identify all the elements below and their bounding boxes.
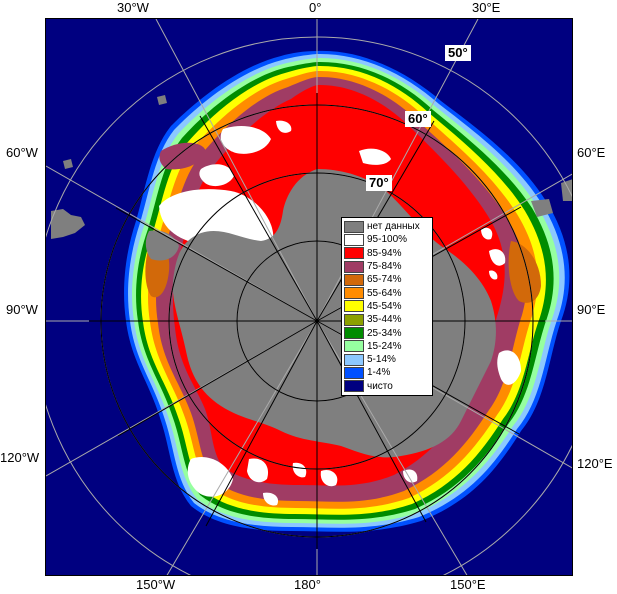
legend-swatch — [344, 327, 364, 340]
legend-item: 1-4% — [344, 366, 432, 379]
legend-swatch — [344, 287, 364, 300]
legend-item: 65-74% — [344, 273, 432, 286]
legend-item: чисто — [344, 380, 432, 393]
legend-label: 45-54% — [367, 300, 402, 312]
latitude-label-50: 50° — [445, 45, 471, 61]
legend-swatch — [344, 247, 364, 260]
lon-label-top-30e: 30°E — [472, 0, 501, 15]
legend-swatch — [344, 380, 364, 393]
legend-item: 75-84% — [344, 260, 432, 273]
legend-item: 25-34% — [344, 326, 432, 340]
legend-item: 95-100% — [344, 233, 432, 246]
legend-label: 65-74% — [367, 274, 402, 286]
legend-label: 55-64% — [367, 287, 402, 299]
lon-label-left-120w: 120°W — [0, 450, 40, 465]
ice-band-65-74-patch — [508, 241, 541, 303]
legend-item: 85-94% — [344, 247, 432, 260]
legend-swatch — [344, 340, 364, 353]
legend-item: 55-64% — [344, 286, 432, 300]
legend-item: 35-44% — [344, 313, 432, 326]
latitude-label-60: 60° — [405, 111, 431, 127]
lon-label-top-30w: 30°W — [117, 0, 149, 15]
legend-label: 15-24% — [367, 340, 402, 352]
legend-swatch — [344, 313, 364, 326]
lon-label-right-120e: 120°E — [577, 456, 613, 471]
legend-item: нет данных — [344, 220, 432, 233]
legend-item: 15-24% — [344, 340, 432, 353]
legend-label: 85-94% — [367, 247, 402, 259]
legend-label: 95-100% — [367, 234, 408, 246]
lon-label-bottom-150e: 150°E — [450, 577, 486, 592]
legend-label: чисто — [367, 380, 393, 392]
legend-label: 25-34% — [367, 327, 402, 339]
lon-label-left-60w: 60°W — [6, 145, 38, 160]
legend-swatch — [344, 220, 364, 233]
legend-swatch — [344, 366, 364, 379]
no-data-patches — [51, 95, 572, 239]
ice-band-75-84-patch — [159, 142, 206, 170]
legend-swatch — [344, 273, 364, 286]
lon-label-bottom-180: 180° — [294, 577, 321, 592]
legend-item: 45-54% — [344, 300, 432, 313]
sea-ice-map: 50° 60° 70° нет данных 95-100% 85-94% 75-84… — [45, 18, 573, 576]
legend-label: 1-4% — [367, 367, 391, 379]
map-canvas — [46, 19, 572, 575]
legend-swatch — [344, 353, 364, 366]
legend-label: нет данных — [367, 221, 420, 233]
lon-label-right-90e: 90°E — [577, 302, 606, 317]
ice-band-95-100 — [159, 120, 521, 506]
legend-label: 5-14% — [367, 354, 396, 366]
legend: нет данных 95-100% 85-94% 75-84% 65-74% 55-64… — [341, 217, 433, 396]
legend-swatch — [344, 300, 364, 313]
lon-label-left-90w: 90°W — [6, 302, 38, 317]
legend-label: 75-84% — [367, 261, 402, 273]
lon-label-bottom-150w: 150°W — [136, 577, 176, 592]
lon-label-top-0: 0° — [309, 0, 322, 15]
latitude-label-70: 70° — [366, 175, 392, 191]
legend-item: 5-14% — [344, 353, 432, 366]
legend-swatch — [344, 233, 364, 246]
legend-swatch — [344, 260, 364, 273]
lon-label-right-60e: 60°E — [577, 145, 606, 160]
legend-label: 35-44% — [367, 314, 402, 326]
